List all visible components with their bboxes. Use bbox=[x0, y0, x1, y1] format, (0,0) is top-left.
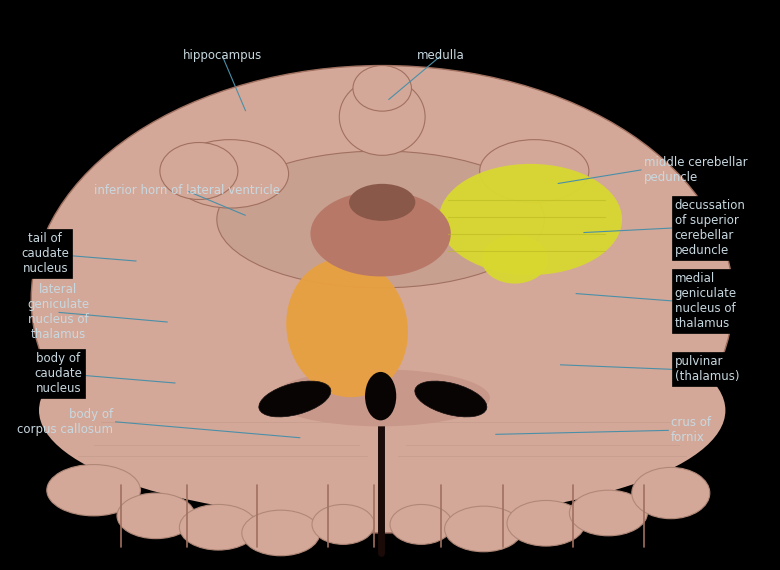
Ellipse shape bbox=[179, 504, 257, 550]
Ellipse shape bbox=[310, 191, 451, 276]
Ellipse shape bbox=[349, 184, 415, 221]
Ellipse shape bbox=[507, 500, 585, 546]
Ellipse shape bbox=[47, 465, 140, 516]
Ellipse shape bbox=[569, 490, 647, 536]
Text: body of
corpus callosum: body of corpus callosum bbox=[17, 408, 113, 436]
Ellipse shape bbox=[390, 504, 452, 544]
Ellipse shape bbox=[353, 66, 412, 111]
Text: tail of
caudate
nucleus: tail of caudate nucleus bbox=[21, 232, 69, 275]
Ellipse shape bbox=[242, 510, 320, 556]
Ellipse shape bbox=[480, 140, 589, 202]
Ellipse shape bbox=[259, 381, 331, 417]
Ellipse shape bbox=[217, 151, 544, 288]
Text: pulvinar
(thalamus): pulvinar (thalamus) bbox=[675, 355, 739, 384]
Ellipse shape bbox=[39, 302, 725, 519]
Ellipse shape bbox=[415, 381, 487, 417]
Text: lateral
geniculate
nucleus of
thalamus: lateral geniculate nucleus of thalamus bbox=[27, 283, 90, 341]
Text: inferior horn of lateral ventricle: inferior horn of lateral ventricle bbox=[94, 185, 280, 197]
Text: hippocampus: hippocampus bbox=[183, 50, 262, 62]
Ellipse shape bbox=[271, 369, 490, 426]
Text: crus of
fornix: crus of fornix bbox=[671, 416, 711, 445]
Ellipse shape bbox=[339, 78, 425, 155]
Text: medial
geniculate
nucleus of
thalamus: medial geniculate nucleus of thalamus bbox=[675, 272, 737, 330]
Ellipse shape bbox=[439, 164, 622, 275]
Ellipse shape bbox=[172, 140, 289, 208]
Ellipse shape bbox=[445, 506, 523, 552]
Text: decussation
of superior
cerebellar
peduncle: decussation of superior cerebellar pedun… bbox=[675, 199, 746, 257]
Ellipse shape bbox=[160, 142, 238, 200]
Ellipse shape bbox=[632, 467, 710, 519]
Ellipse shape bbox=[286, 258, 408, 397]
Text: body of
caudate
nucleus: body of caudate nucleus bbox=[34, 352, 83, 395]
Text: medulla: medulla bbox=[417, 50, 465, 62]
Ellipse shape bbox=[482, 235, 548, 284]
Ellipse shape bbox=[312, 504, 374, 544]
Ellipse shape bbox=[31, 66, 733, 533]
Ellipse shape bbox=[117, 493, 195, 539]
Text: middle cerebellar
peduncle: middle cerebellar peduncle bbox=[644, 156, 747, 184]
Ellipse shape bbox=[365, 372, 396, 421]
